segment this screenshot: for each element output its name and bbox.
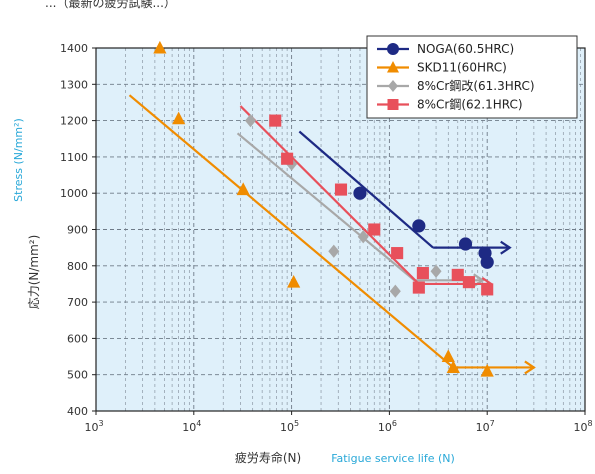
data-point — [481, 283, 494, 296]
series-1 — [128, 94, 536, 375]
y-tick-label: 900 — [67, 224, 88, 237]
data-point — [172, 111, 186, 125]
data-point — [245, 114, 257, 128]
y-tick-label: 600 — [67, 332, 88, 345]
y-tick-label: 1400 — [60, 42, 88, 55]
data-point — [430, 264, 442, 278]
data-point — [269, 114, 282, 127]
y-axis-title-en: Stress (N/mm²) — [12, 118, 25, 202]
runout-arrow — [524, 360, 536, 375]
data-point — [236, 182, 250, 196]
data-point — [281, 152, 294, 165]
x-tick-label: 107 — [476, 419, 495, 434]
y-tick-label: 1000 — [60, 187, 88, 200]
data-point — [353, 186, 367, 200]
legend-label: SKD11(60HRC) — [417, 61, 507, 75]
data-point — [153, 40, 167, 54]
legend-label: NOGA(60.5HRC) — [417, 42, 514, 56]
legend-marker — [387, 99, 399, 110]
y-tick-label: 400 — [67, 405, 88, 418]
fit-line — [236, 132, 416, 282]
x-axis-title-en: Fatigue service life (N) — [331, 452, 455, 465]
data-point — [416, 267, 429, 280]
data-point — [328, 244, 340, 258]
legend-label: 8%Cr鋼改(61.3HRC) — [417, 79, 535, 93]
y-tick-label: 700 — [67, 296, 88, 309]
fit-line — [239, 105, 420, 285]
data-point — [389, 284, 401, 298]
data-point — [412, 281, 425, 294]
fit-line — [298, 130, 434, 249]
y-tick-label: 1300 — [60, 78, 88, 91]
data-point — [480, 363, 494, 377]
series-markers-1 — [153, 40, 494, 377]
x-tick-label: 106 — [378, 419, 397, 434]
x-axis-title-jp: 疲労寿命(N) — [235, 450, 301, 465]
legend-marker — [387, 61, 399, 73]
legend-marker — [388, 80, 398, 92]
y-axis-title-jp: 応力(N/mm²) — [27, 235, 41, 310]
y-tick-label: 1200 — [60, 115, 88, 128]
x-tick-label: 103 — [84, 419, 103, 434]
data-point — [368, 223, 381, 236]
data-point — [458, 237, 473, 251]
data-point — [446, 360, 460, 373]
data-point — [451, 268, 464, 281]
series-markers-3 — [269, 114, 494, 296]
data-point — [412, 219, 426, 233]
y-tick-label: 1100 — [60, 151, 88, 164]
x-tick-label: 105 — [280, 419, 299, 434]
legend: NOGA(60.5HRC) SKD11(60HRC) 8%Cr鋼改(61.3HRC)… — [366, 35, 578, 119]
legend-label: 8%Cr鋼(62.1HRC) — [417, 98, 523, 112]
header-fragment: ...（最新の疲労試験...） — [45, 0, 176, 10]
data-point — [287, 274, 301, 288]
runout-arrow — [500, 240, 512, 255]
y-tick-label: 800 — [67, 260, 88, 273]
y-tick-label: 500 — [67, 369, 88, 382]
data-point — [391, 247, 404, 260]
data-point — [334, 183, 348, 196]
x-tick-label: 104 — [182, 419, 201, 434]
data-point — [480, 255, 494, 269]
data-point — [462, 276, 475, 289]
series-markers-0 — [353, 186, 494, 269]
data-point — [441, 349, 455, 363]
x-tick-label: 108 — [573, 419, 592, 434]
data-point — [357, 230, 369, 244]
legend-marker — [387, 43, 399, 55]
fit-line — [128, 94, 454, 369]
